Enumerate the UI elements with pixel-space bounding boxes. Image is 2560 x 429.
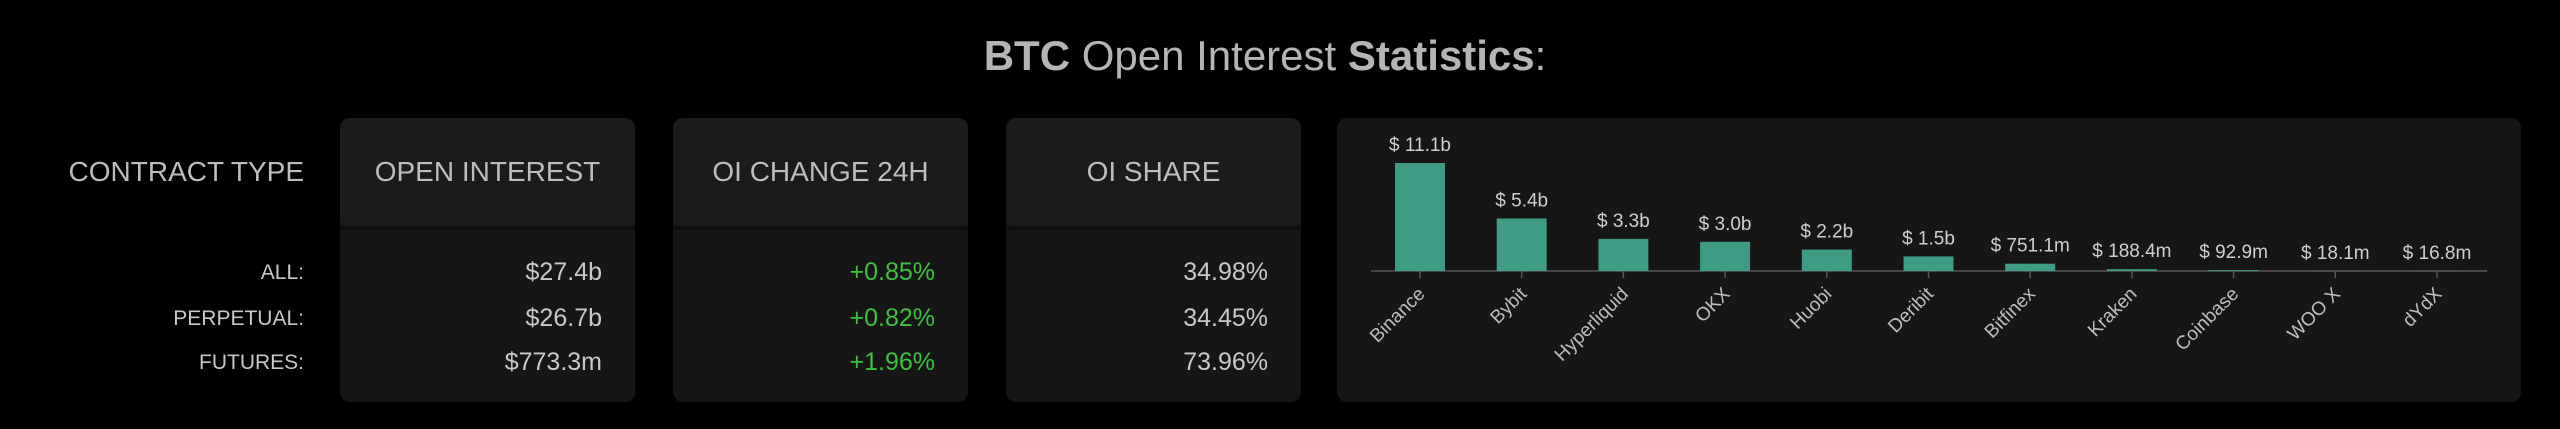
title-part: : — [1535, 32, 1547, 79]
bar-value-label: $ 3.3b — [1597, 211, 1650, 232]
row-label: FUTURES: — [199, 351, 304, 374]
cell-value: 34.45% — [1183, 304, 1268, 332]
bar-value-label: $ 2.2b — [1800, 222, 1853, 243]
table-divider — [340, 226, 635, 230]
bar — [1395, 163, 1445, 271]
cell-value: $27.4b — [526, 258, 602, 286]
bar — [1903, 256, 1954, 271]
table-divider — [1006, 226, 1301, 230]
bar — [1801, 249, 1852, 271]
bar-value-label: $ 11.1b — [1389, 135, 1451, 156]
cell-value: $773.3m — [505, 348, 602, 376]
cell-value: $26.7b — [526, 304, 602, 332]
bar-value-label: $ 1.5b — [1902, 228, 1955, 249]
bar-value-label: $ 5.4b — [1495, 190, 1548, 211]
column-header: OI CHANGE 24H — [712, 156, 928, 187]
bar — [2208, 270, 2259, 271]
cell-value: +1.96% — [850, 348, 936, 376]
cell-value: +0.82% — [850, 304, 936, 332]
bar — [1496, 218, 1547, 271]
table-panel-header — [340, 118, 635, 228]
cell-value: +0.85% — [850, 258, 936, 286]
title-part: Statistics — [1348, 32, 1535, 79]
bar-value-label: $ 16.8m — [2403, 243, 2472, 264]
column-header: OI SHARE — [1087, 156, 1221, 187]
bar-value-label: $ 751.1m — [1991, 236, 2070, 257]
cell-value: 73.96% — [1183, 348, 1268, 376]
bar-value-label: $ 92.9m — [2199, 242, 2268, 263]
bar — [2005, 263, 2056, 271]
bar-value-label: $ 188.4m — [2092, 241, 2171, 262]
column-header: OPEN INTEREST — [375, 156, 601, 187]
table: CONTRACT TYPE OPEN INTEREST OI CHANGE 24H O… — [69, 118, 1301, 402]
title: BTC Open Interest Statistics: — [984, 32, 1547, 79]
bar — [2106, 269, 2157, 271]
table-panel-header — [673, 118, 968, 228]
title-part: BTC — [984, 32, 1070, 79]
table-divider — [673, 226, 968, 230]
row-label: ALL: — [261, 261, 304, 284]
column-header: CONTRACT TYPE — [69, 156, 304, 187]
bar-value-label: $ 3.0b — [1699, 214, 1752, 235]
title-part: Open Interest — [1082, 32, 1337, 79]
bar-value-label: $ 18.1m — [2301, 243, 2370, 264]
bar — [1598, 238, 1649, 271]
table-panel-header — [1006, 118, 1301, 228]
cell-value: 34.98% — [1183, 258, 1268, 286]
bar — [1700, 241, 1751, 271]
row-label: PERPETUAL: — [173, 307, 304, 330]
